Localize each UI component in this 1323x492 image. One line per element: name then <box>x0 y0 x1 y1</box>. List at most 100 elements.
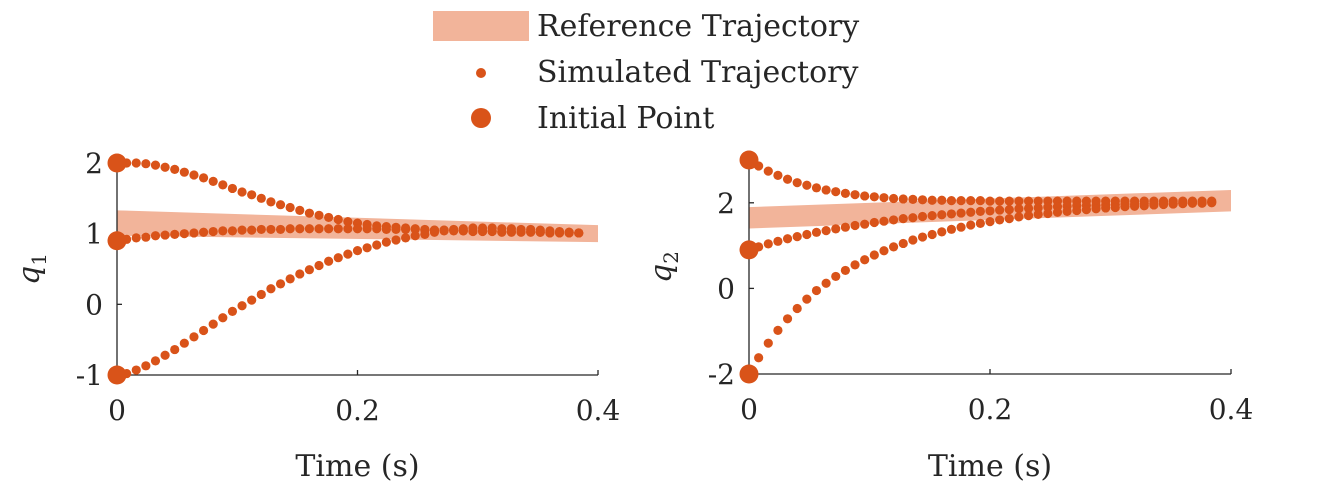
simulated-point <box>821 278 831 288</box>
initial-point <box>739 150 759 170</box>
simulated-point <box>802 229 812 240</box>
simulated-point <box>840 265 851 276</box>
simulated-point <box>362 243 372 253</box>
x-tick-label: 0 <box>740 393 758 426</box>
y-axis-label-main: q <box>644 264 679 283</box>
simulated-point <box>850 260 860 270</box>
simulated-point <box>985 206 995 216</box>
simulated-point <box>150 356 161 366</box>
simulated-point <box>1110 202 1120 213</box>
simulated-point <box>247 190 257 200</box>
simulated-point <box>840 188 851 198</box>
legend-reference-band-swatch <box>433 11 529 41</box>
simulated-point <box>792 303 802 314</box>
simulated-point <box>937 210 947 220</box>
initial-point <box>739 364 759 384</box>
simulated-point <box>1149 200 1159 210</box>
simulated-point <box>1033 203 1043 213</box>
x-axis-label: Time (s) <box>295 449 419 484</box>
simulated-point <box>995 215 1005 225</box>
simulated-point <box>179 229 189 239</box>
simulated-point <box>811 227 822 237</box>
simulated-point <box>208 319 218 329</box>
simulated-point <box>324 224 334 234</box>
simulated-point <box>985 217 995 227</box>
simulated-point <box>1130 201 1140 211</box>
simulated-point <box>247 295 257 305</box>
simulated-point <box>850 220 860 231</box>
legend-label-simulated: Simulated Trajectory <box>537 55 858 90</box>
simulated-point <box>917 195 928 205</box>
simulated-point <box>889 215 899 225</box>
simulated-point <box>227 183 238 194</box>
simulated-point <box>362 224 372 234</box>
simulated-point <box>256 224 266 235</box>
y-tick-label: 0 <box>85 288 103 321</box>
simulated-point <box>343 224 353 234</box>
simulated-point <box>879 216 889 226</box>
simulated-point <box>333 253 343 263</box>
simulated-point <box>840 222 851 232</box>
simulated-point <box>198 173 209 183</box>
x-tick-label: 0 <box>108 394 126 427</box>
simulated-point <box>160 230 170 240</box>
simulated-point <box>898 214 908 224</box>
simulated-point <box>304 224 314 234</box>
simulated-point <box>468 223 478 233</box>
simulated-point <box>170 229 180 239</box>
simulated-point <box>256 289 266 300</box>
simulated-point <box>304 265 314 275</box>
simulated-point <box>131 365 141 375</box>
simulated-point <box>1023 211 1034 221</box>
y-axis-label-main: q <box>12 266 47 285</box>
simulated-point <box>333 224 343 234</box>
simulated-point <box>554 226 565 237</box>
simulated-point <box>1091 204 1101 214</box>
simulated-point <box>821 185 831 195</box>
simulated-point <box>391 224 401 235</box>
simulated-point <box>908 194 918 204</box>
simulated-point <box>869 192 879 202</box>
legend-label-initial: Initial Point <box>537 101 714 136</box>
simulated-point <box>150 160 161 170</box>
simulated-point <box>324 212 334 223</box>
simulated-point <box>1023 196 1034 206</box>
simulated-point <box>879 246 889 256</box>
simulated-point <box>927 195 937 205</box>
simulated-point <box>773 325 783 335</box>
simulated-point <box>1014 212 1024 222</box>
simulated-point <box>285 202 295 213</box>
legend-label-reference: Reference Trajectory <box>537 9 859 44</box>
simulated-point <box>198 227 209 237</box>
simulated-point <box>763 166 773 176</box>
legend-initial-point-swatch <box>471 108 491 128</box>
y-tick-label: 0 <box>717 272 735 305</box>
simulated-point <box>295 224 305 234</box>
simulated-point <box>879 193 889 203</box>
simulated-point <box>811 183 822 193</box>
simulated-point <box>869 217 879 228</box>
simulated-point <box>1197 198 1207 208</box>
initial-point <box>739 240 759 260</box>
simulated-point <box>487 223 497 233</box>
simulated-point <box>218 180 228 190</box>
simulated-point <box>208 176 218 186</box>
x-tick-label: 0.2 <box>968 393 1013 426</box>
x-tick-label: 0.2 <box>335 394 380 427</box>
simulated-point <box>831 224 841 234</box>
legend-simulated-dot-swatch <box>476 68 486 78</box>
simulated-point <box>995 205 1005 215</box>
simulated-point <box>1062 206 1072 216</box>
simulated-point <box>898 194 908 204</box>
initial-point <box>107 153 127 173</box>
simulated-point <box>372 240 382 250</box>
y-axis-label-subscript: 1 <box>27 253 51 266</box>
simulated-point <box>937 227 947 237</box>
simulated-point <box>410 231 420 241</box>
simulated-point <box>218 313 228 323</box>
simulated-point <box>1101 203 1111 213</box>
simulated-point <box>401 224 411 235</box>
simulated-point <box>1081 205 1091 215</box>
